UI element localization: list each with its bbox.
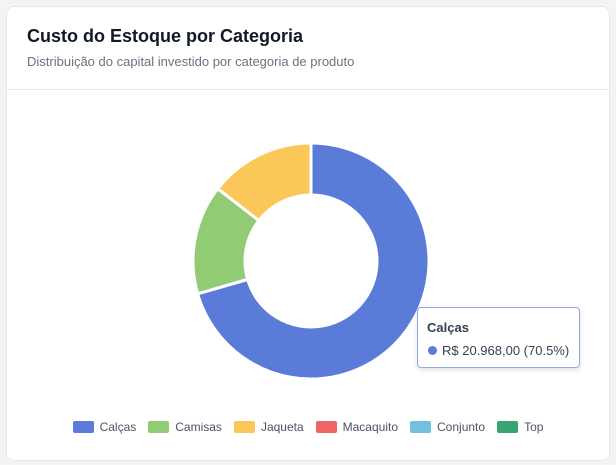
chart-subtitle: Distribuição do capital investido por ca… [27,54,355,69]
legend-swatch [315,421,337,433]
tooltip-title: Calças [427,320,469,335]
chart-title: Custo do Estoque por Categoria [27,26,304,46]
legend-label: Top [524,420,544,434]
legend-item-top[interactable]: Top [497,420,543,434]
donut-slice-calças[interactable] [196,141,431,381]
legend-label: Macaquito [342,420,399,434]
legend-swatch [148,421,170,433]
legend-label: Camisas [175,420,222,434]
legend-item-jaqueta[interactable]: Jaqueta [233,420,304,434]
legend-label: Jaqueta [260,420,304,434]
legend-label: Calças [99,420,137,434]
legend-swatch [410,421,432,433]
chart-card: Custo do Estoque por Categoria Distribui… [6,6,610,461]
donut-slice-jaqueta[interactable] [216,141,313,223]
chart-legend: Calças Camisas Jaqueta Macaquito Conjunto Top [7,420,609,434]
tooltip-series-dot [428,346,437,355]
legend-item-conjunto[interactable]: Conjunto [410,420,485,434]
legend-swatch [72,421,94,433]
legend-label: Conjunto [437,420,486,434]
legend-swatch [497,421,519,433]
legend-item-calças[interactable]: Calças [72,420,137,434]
tooltip-value: R$ 20.968,00 (70.5%) [442,343,570,358]
legend-swatch [233,421,255,433]
legend-item-camisas[interactable]: Camisas [148,420,222,434]
donut-chart [191,141,431,381]
card-header: Custo do Estoque por Categoria Distribui… [7,7,609,90]
legend-item-macaquito[interactable]: Macaquito [315,420,399,434]
chart-tooltip: Calças R$ 20.968,00 (70.5%) [417,307,580,368]
